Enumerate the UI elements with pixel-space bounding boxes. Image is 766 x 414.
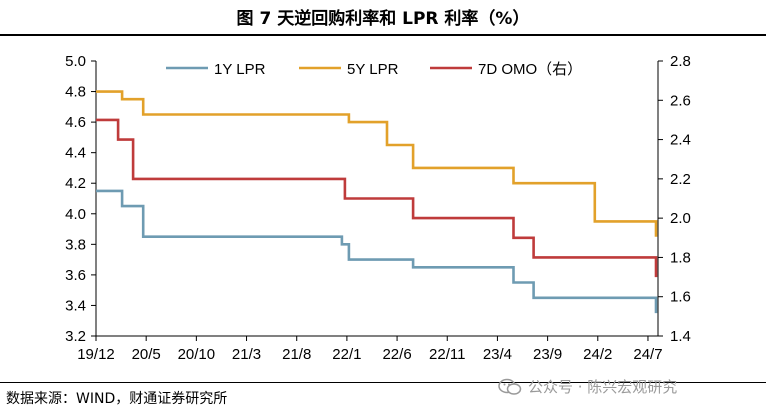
y-right-tick-label: 2.6 [670, 92, 691, 109]
y-left-tick-label: 3.4 [65, 297, 86, 314]
x-tick-label: 21/8 [282, 346, 311, 363]
y-right-tick-label: 2.0 [670, 210, 691, 227]
x-tick-label: 23/4 [483, 346, 512, 363]
y-right-tick-label: 2.8 [670, 53, 691, 70]
y-left-tick-label: 5.0 [65, 53, 86, 70]
y-left-tick-label: 3.2 [65, 328, 86, 345]
bottom-rule [0, 382, 766, 383]
x-tick-label: 23/9 [533, 346, 562, 363]
watermark-text: 公众号 · 陈兴宏观研究 [528, 378, 678, 396]
legend-label-omo7d: 7D OMO（右） [478, 61, 582, 78]
wechat-icon [498, 378, 522, 395]
legend-label-lpr1y: 1Y LPR [214, 61, 266, 78]
x-tick-label: 19/12 [77, 346, 115, 363]
x-tick-label: 22/11 [429, 346, 465, 363]
y-left-tick-label: 4.2 [65, 175, 86, 192]
y-left-tick-label: 3.8 [65, 236, 86, 253]
source-note: 数据来源：WIND，财通证券研究所 [6, 391, 228, 407]
y-left-tick-label: 4.6 [65, 114, 86, 131]
x-tick-label: 24/7 [633, 346, 662, 363]
chart-title: 图 7 天逆回购利率和 LPR 利率（%） [236, 9, 530, 29]
y-right-tick-label: 2.2 [670, 171, 691, 188]
y-right-tick-label: 2.4 [670, 132, 691, 149]
y-left-tick-label: 4.0 [65, 206, 86, 223]
legend-label-lpr5y: 5Y LPR [347, 61, 399, 78]
y-left-tick-label: 3.6 [65, 267, 86, 284]
watermark: 公众号 · 陈兴宏观研究 [498, 376, 677, 397]
series-line-lpr1y [96, 189, 658, 314]
x-tick-label: 24/2 [583, 346, 612, 363]
x-tick-label: 20/10 [178, 346, 216, 363]
series-line-omo7d [96, 118, 658, 278]
y-right-tick-label: 1.8 [670, 249, 691, 266]
x-tick-label: 22/1 [332, 346, 361, 363]
x-tick-label: 21/3 [232, 346, 261, 363]
y-left-tick-label: 4.4 [65, 145, 86, 162]
y-right-tick-label: 1.4 [670, 328, 691, 345]
y-right-tick-label: 1.6 [670, 289, 691, 306]
series-line-lpr5y [96, 90, 658, 237]
top-rule [0, 34, 766, 36]
x-tick-label: 20/5 [132, 346, 161, 363]
y-left-tick-label: 4.8 [65, 84, 86, 101]
x-tick-label: 22/6 [382, 346, 411, 363]
